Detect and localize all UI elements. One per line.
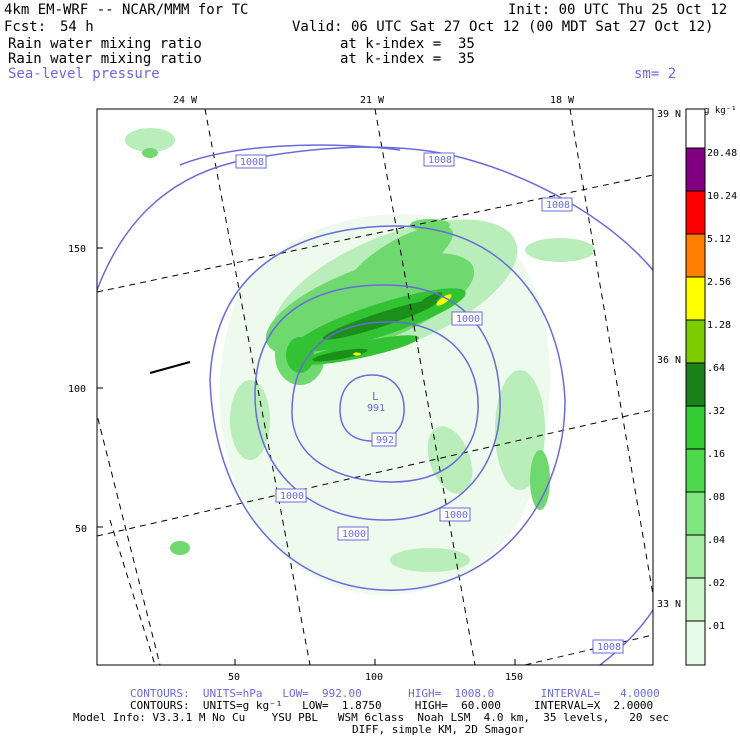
- x-tick-label: 100: [365, 672, 383, 683]
- wind-barb: [149, 361, 191, 374]
- colorbar-label: .64: [707, 363, 726, 374]
- contour-label: 1008: [423, 152, 455, 167]
- lat-label: 39 N: [657, 109, 681, 120]
- contour-992: [291, 321, 479, 483]
- contour-label: 1000: [439, 507, 471, 522]
- colorbar-swatch: [685, 448, 706, 493]
- valid-time: Valid: 06 UTC Sat 27 Oct 12 (00 MDT Sat …: [292, 19, 714, 35]
- field3-name: Sea-level pressure: [8, 66, 160, 82]
- colorbar-swatch: [685, 491, 706, 536]
- contour-label: 1008: [592, 639, 624, 654]
- colorbar-label: .04: [707, 535, 726, 546]
- colorbar-label: .16: [707, 449, 726, 460]
- lon-label: 21 W: [360, 95, 385, 106]
- model-title: 4km EM-WRF -- NCAR/MMM for TC: [4, 2, 249, 18]
- field1-level: at k-index = 35: [340, 36, 475, 52]
- x-tick-label: 50: [228, 672, 240, 683]
- svg-text:1000: 1000: [444, 510, 468, 521]
- colorbar-units: g kg⁻¹: [704, 106, 737, 116]
- colorbar-label: 5.12: [707, 234, 732, 245]
- contour-label: 1008: [235, 154, 267, 169]
- svg-text:992: 992: [376, 435, 394, 446]
- svg-text:1008: 1008: [428, 155, 452, 166]
- colorbar-swatch: [685, 362, 706, 407]
- fcst-label: Fcst:: [4, 19, 47, 35]
- colorbar-swatch: [685, 276, 706, 321]
- svg-text:1008: 1008: [597, 642, 621, 653]
- x-tick-label: 150: [505, 672, 523, 683]
- lon-label: 18 W: [550, 95, 575, 106]
- footer-rain-contours: CONTOURS: UNITS=g kg⁻¹ LOW= 1.8750 HIGH=…: [130, 699, 654, 712]
- svg-text:1000: 1000: [280, 491, 304, 502]
- contour-991: [339, 374, 405, 442]
- init-time: Init: 00 UTC Thu 25 Oct 12: [508, 2, 728, 18]
- colorbar-swatch: [685, 319, 706, 364]
- colorbar-swatch: [685, 147, 706, 192]
- colorbar-label: 1.28: [707, 320, 732, 331]
- contour-1000-outer: [209, 225, 566, 591]
- colorbar-swatch: [685, 620, 706, 666]
- contour-label: 1008: [541, 197, 573, 212]
- svg-text:1000: 1000: [456, 314, 480, 325]
- svg-text:1008: 1008: [240, 157, 264, 168]
- lon-label: 24 W: [173, 95, 198, 106]
- contour-1008-topleft: [179, 144, 401, 166]
- svg-text:1000: 1000: [342, 529, 366, 540]
- contour-1008-se: [599, 609, 653, 665]
- field2-name: Rain water mixing ratio: [8, 51, 202, 67]
- smoothing-label: sm= 2: [634, 66, 677, 82]
- low-center-symbol: L: [372, 390, 379, 403]
- footer-model-info: Model Info: V3.3.1 M No Cu YSU PBL WSM 6…: [73, 711, 670, 724]
- contour-label-group: 1008 1008 1008 1000 992 1000 1000 1000 1…: [235, 152, 624, 654]
- svg-text:1008: 1008: [546, 200, 570, 211]
- y-tick-label: 50: [75, 524, 87, 535]
- contour-1000-mid: [254, 284, 501, 521]
- colorbar-swatch: [685, 405, 706, 450]
- colorbar-label: .01: [707, 621, 726, 632]
- low-center-value: 991: [367, 403, 385, 414]
- contour-label: 1000: [275, 488, 307, 503]
- field2-level: at k-index = 35: [340, 51, 475, 67]
- colorbar-label: .32: [707, 406, 726, 417]
- footer-diffusion: DIFF, simple KM, 2D Smagor: [352, 723, 525, 736]
- footer-slp-contours: CONTOURS: UNITS=hPa LOW= 992.00 HIGH= 10…: [130, 687, 660, 700]
- slp-contours: [97, 144, 653, 665]
- y-tick-label: 150: [68, 244, 86, 255]
- contour-label: 1000: [451, 311, 483, 326]
- colorbar-swatch: [685, 190, 706, 235]
- colorbar-swatch: [685, 577, 706, 622]
- colorbar-label: .02: [707, 578, 726, 589]
- contour-label: 992: [371, 432, 397, 447]
- colorbar-label: 2.56: [707, 277, 732, 288]
- fcst-value: 54 h: [60, 19, 94, 35]
- colorbar-swatch: [685, 233, 706, 278]
- field1-name: Rain water mixing ratio: [8, 36, 202, 52]
- lat-lon-grid: [97, 109, 653, 665]
- colorbar-label: 20.48: [707, 148, 738, 159]
- lat-label: 33 N: [657, 599, 681, 610]
- colorbar: [685, 108, 706, 666]
- y-tick-label: 100: [68, 384, 86, 395]
- colorbar-swatch: [685, 534, 706, 579]
- lat-label: 36 N: [657, 355, 681, 366]
- colorbar-label: .08: [707, 492, 726, 503]
- contour-label: 1000: [337, 526, 369, 541]
- colorbar-label: 10.24: [707, 191, 738, 202]
